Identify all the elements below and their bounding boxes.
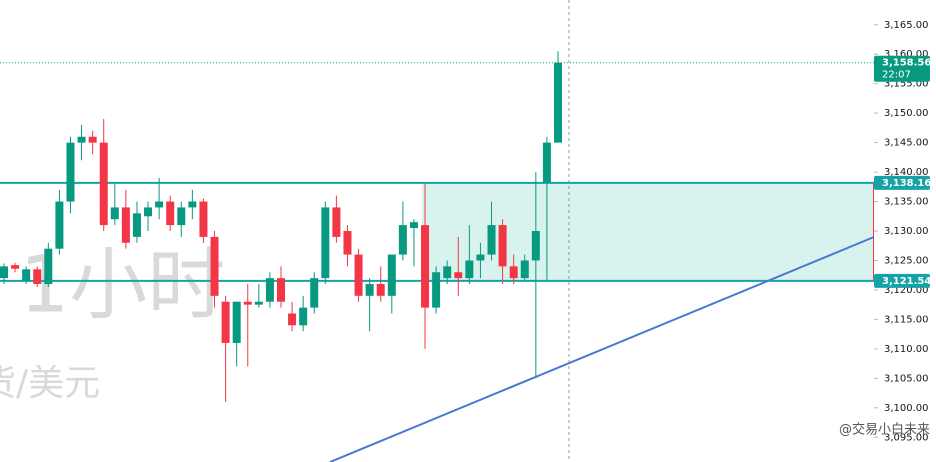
level-tag	[874, 273, 930, 288]
candle-body	[487, 225, 496, 255]
candle-body	[476, 254, 485, 261]
candle-body	[199, 201, 208, 237]
candle-body	[365, 284, 374, 296]
candle-body	[343, 231, 352, 255]
candle-body	[99, 142, 108, 226]
candle-body	[132, 213, 141, 237]
candle-body	[144, 207, 153, 217]
candle-body	[354, 254, 363, 296]
range-zone	[0, 181, 875, 282]
candles	[0, 51, 562, 402]
y-tick-label: 3,150.00	[884, 108, 929, 119]
candle-body	[454, 272, 463, 279]
candle-body	[210, 236, 219, 296]
y-tick-label: 3,100.00	[884, 403, 929, 414]
candle-body	[66, 142, 75, 202]
y-tick-label: 3,110.00	[884, 344, 929, 355]
y-tick-label: 3,115.00	[884, 314, 929, 325]
candle-body	[310, 278, 319, 308]
watermark-symbol: , 1小时	[0, 240, 225, 330]
watermark-name: 货/美元	[0, 363, 100, 404]
candle-body	[188, 201, 197, 208]
last-price-tag	[874, 55, 930, 82]
last-price-label: 3,158.56	[882, 58, 931, 69]
level-label: 3,138.16	[882, 178, 931, 189]
axis-labels: 3,095.00 3,100.00 3,105.00 3,110.00 3,115.00…	[874, 20, 929, 443]
candle-body	[277, 278, 285, 302]
candle-body	[421, 225, 430, 308]
y-tick-label: 3,135.00	[884, 197, 929, 208]
candle-body	[398, 225, 407, 255]
level-tag	[874, 175, 930, 190]
candle-body	[155, 201, 164, 208]
candle-body	[232, 301, 241, 343]
candle-body	[44, 248, 53, 285]
candle-body	[121, 207, 130, 243]
candle-body	[376, 284, 385, 296]
candle-body	[288, 313, 297, 326]
y-tick-label: 3,105.00	[884, 373, 929, 384]
candle-body	[110, 207, 119, 220]
y-tick-label: 3,145.00	[884, 138, 929, 149]
candle-body	[166, 201, 175, 226]
candle-body	[443, 266, 452, 279]
candle-body	[498, 225, 507, 267]
y-tick-label: 3,165.00	[884, 20, 929, 31]
credit: @交易小白未来	[839, 422, 930, 438]
candle-body	[299, 307, 308, 326]
y-tick-label: 3,140.00	[884, 167, 929, 178]
candle-body	[22, 269, 31, 282]
y-tick-label: 3,130.00	[884, 226, 929, 237]
zone-fill	[422, 182, 874, 281]
candle-body	[11, 265, 20, 269]
trend-line	[329, 236, 875, 462]
y-tick-label: 3,155.00	[884, 79, 929, 90]
candle-body	[465, 260, 474, 279]
candle-body	[509, 266, 518, 279]
candle-body	[55, 201, 64, 249]
y-tick-label: 3,095.00	[884, 432, 929, 443]
candle-body	[409, 222, 418, 229]
candle-body	[77, 136, 86, 143]
candle-body	[0, 266, 8, 279]
candle-body	[243, 301, 252, 305]
candle-body	[332, 207, 341, 237]
y-tick-label: 3,120.00	[884, 285, 929, 296]
candle-body	[221, 301, 230, 343]
candle-body	[265, 278, 274, 302]
candle-body	[33, 269, 42, 285]
candle-body	[88, 136, 97, 143]
candle-body	[177, 207, 186, 226]
y-tick-label: 3,125.00	[884, 255, 929, 266]
candle-body	[432, 272, 441, 308]
candle-body	[531, 231, 540, 261]
candle-body	[542, 142, 551, 183]
candle-body	[520, 260, 529, 279]
candle-body	[387, 254, 396, 296]
level-label: 3,121.54	[882, 276, 931, 287]
candle-body	[321, 207, 330, 279]
candle-body	[254, 301, 263, 305]
candle-body	[554, 62, 562, 143]
y-tick-label: 3,160.00	[884, 49, 929, 60]
countdown: 22:07	[882, 70, 911, 81]
